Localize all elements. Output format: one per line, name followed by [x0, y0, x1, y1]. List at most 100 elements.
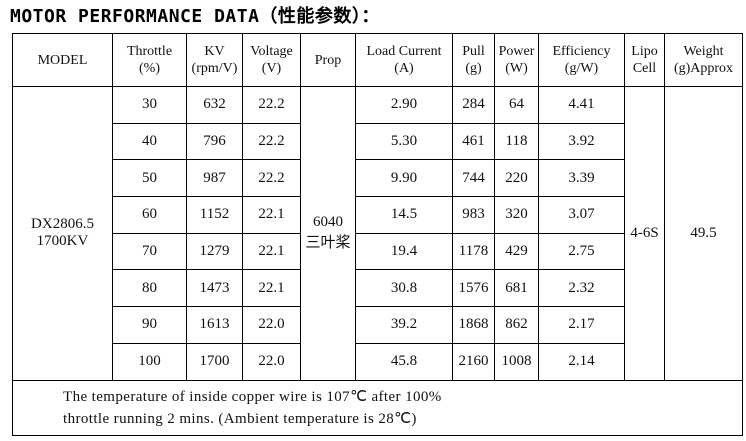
cell-line: Pull — [462, 44, 485, 59]
header-cell: Load Current (A) — [355, 33, 453, 87]
load-current-cell: 2.90 — [355, 86, 453, 124]
header-cell: KV (rpm/V) — [186, 33, 243, 87]
note-cell: The temperature of inside copper wire is… — [12, 379, 743, 436]
pull-cell: 983 — [452, 196, 495, 234]
throttle-cell: 50 — [112, 159, 187, 198]
pull-cell: 744 — [452, 159, 495, 198]
header-cell: Voltage (V) — [242, 33, 301, 87]
throttle-cell: 70 — [112, 232, 187, 271]
throttle-cell: 40 — [112, 122, 187, 161]
header-cell: Pull (g) — [452, 33, 495, 87]
voltage-cell: 22.2 — [242, 159, 301, 198]
throttle-cell: 80 — [112, 269, 187, 308]
efficiency-cell: 2.17 — [538, 306, 625, 344]
power-cell: 220 — [494, 159, 539, 198]
lipo-cell: 4-6S — [624, 86, 665, 381]
cell-line: (rpm/V) — [191, 61, 238, 76]
load-current-cell: 5.30 — [355, 122, 453, 161]
voltage-cell: 22.2 — [242, 86, 301, 124]
pull-cell: 2160 — [452, 342, 495, 381]
cell-line: Throttle — [126, 44, 173, 59]
header-cell: Lipo Cell — [624, 33, 665, 87]
cell-line: KV — [204, 44, 225, 59]
throttle-cell: 30 — [112, 86, 187, 124]
load-current-cell: 30.8 — [355, 269, 453, 308]
load-current-cell: 19.4 — [355, 232, 453, 271]
pull-cell: 284 — [452, 86, 495, 124]
pull-cell: 1178 — [452, 232, 495, 271]
efficiency-cell: 4.41 — [538, 86, 625, 124]
efficiency-cell: 3.07 — [538, 196, 625, 234]
cell-line: Voltage — [250, 44, 293, 59]
voltage-cell: 22.1 — [242, 269, 301, 308]
pull-cell: 1868 — [452, 306, 495, 344]
header-cell: MODEL — [12, 33, 113, 87]
prop-cell: 6040 三叶桨 — [300, 86, 356, 381]
cell-line: (V) — [261, 61, 282, 76]
cell-line: MODEL — [37, 52, 88, 68]
header-row: MODEL Throttle (%) KV (rpm/V) Voltage (V) Prop L… — [12, 33, 743, 87]
data-row: 70 1279 22.1 19.4 1178 429 2.75 — [13, 232, 743, 271]
cell-line: Weight — [683, 44, 724, 59]
throttle-cell: 100 — [112, 342, 187, 381]
kv-cell: 1613 — [186, 306, 243, 344]
kv-cell: 987 — [186, 159, 243, 198]
data-row: 90 1613 22.0 39.2 1868 862 2.17 — [13, 306, 743, 344]
header-cell: Weight (g)Approx — [664, 33, 743, 87]
kv-cell: 1473 — [186, 269, 243, 308]
title: MOTOR PERFORMANCE DATA（性能参数）： — [10, 6, 380, 27]
efficiency-cell: 2.32 — [538, 269, 625, 308]
data-row: 100 1700 22.0 45.8 2160 1008 2.14 — [13, 342, 743, 381]
load-current-cell: 45.8 — [355, 342, 453, 381]
throttle-cell: 90 — [112, 306, 187, 344]
efficiency-cell: 3.39 — [538, 159, 625, 198]
power-cell: 862 — [494, 306, 539, 344]
power-cell: 320 — [494, 196, 539, 234]
header-cell: Power (W) — [494, 33, 539, 87]
voltage-cell: 22.1 — [242, 196, 301, 234]
cell-line: Prop — [314, 52, 342, 68]
cell-line: throttle running 2 mins. (Ambient temper… — [63, 410, 417, 427]
cell-line: (%) — [139, 61, 160, 76]
efficiency-cell: 3.92 — [538, 122, 625, 161]
data-row: 40 796 22.2 5.30 461 118 3.92 — [13, 122, 743, 161]
kv-cell: 1152 — [186, 196, 243, 234]
cell-line: Efficiency — [552, 44, 611, 59]
cell-line: Lipo — [631, 44, 658, 59]
voltage-cell: 22.0 — [242, 342, 301, 381]
voltage-cell: 22.1 — [242, 232, 301, 271]
power-cell: 429 — [494, 232, 539, 271]
voltage-cell: 22.2 — [242, 122, 301, 161]
cell-line: The temperature of inside copper wire is… — [63, 388, 442, 405]
load-current-cell: 14.5 — [355, 196, 453, 234]
throttle-cell: 60 — [112, 196, 187, 234]
load-current-cell: 39.2 — [355, 306, 453, 344]
header-cell: Efficiency (g/W) — [538, 33, 625, 87]
data-row: DX2806.5 1700KV 30 632 22.2 6040 三叶桨 2.90 284 64 4… — [12, 86, 743, 381]
power-cell: 64 — [494, 86, 539, 124]
model-cell: DX2806.5 1700KV — [12, 86, 113, 381]
header-cell: Prop — [300, 33, 356, 87]
cell-line: (W) — [505, 61, 528, 76]
cell-line: (g/W) — [564, 61, 599, 76]
cell-line: 三叶桨 — [305, 235, 351, 252]
table-body: MODEL Throttle (%) KV (rpm/V) Voltage (V) Prop L… — [12, 33, 743, 436]
cell-line: DX2806.5 — [31, 216, 94, 233]
kv-cell: 796 — [186, 122, 243, 161]
cell-line: Cell — [632, 61, 657, 76]
cell-line: (A) — [394, 61, 414, 76]
cell-line: Load Current — [366, 44, 442, 59]
weight-cell: 49.5 — [664, 86, 743, 381]
efficiency-cell: 2.75 — [538, 232, 625, 271]
kv-cell: 632 — [186, 86, 243, 124]
pull-cell: 1576 — [452, 269, 495, 308]
power-cell: 118 — [494, 122, 539, 161]
data-row: 50 987 22.2 9.90 744 220 3.39 — [13, 159, 743, 198]
cell-line: (g) — [465, 61, 482, 76]
performance-table: MODEL Throttle (%) KV (rpm/V) Voltage (V) Prop L… — [12, 33, 743, 436]
load-current-cell: 9.90 — [355, 159, 453, 198]
kv-cell: 1279 — [186, 232, 243, 271]
cell-line: 6040 — [313, 214, 343, 231]
voltage-cell: 22.0 — [242, 306, 301, 344]
cell-line: Power — [498, 44, 535, 59]
